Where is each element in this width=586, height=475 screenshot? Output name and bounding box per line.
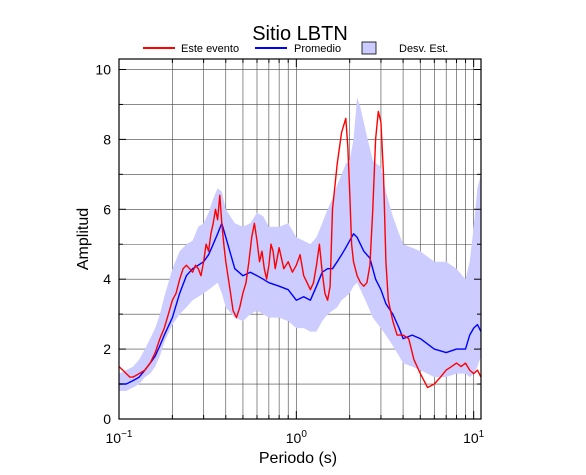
y-tick-label: 8 [103, 131, 111, 147]
x-tick-label: 100 [286, 429, 308, 446]
plot-frame [118, 58, 482, 420]
band-layer [119, 97, 481, 392]
series-layer [118, 110, 482, 389]
legend-label: Desv. Est. [399, 43, 448, 55]
legend-label: Este evento [181, 43, 239, 55]
plot-area [118, 58, 482, 420]
y-axis: 0 2 4 6 8 10 [95, 61, 481, 427]
y-tick-label: 4 [103, 271, 111, 287]
legend-item: Promedio [255, 43, 341, 55]
series-line-este-evento [118, 110, 482, 389]
x-axis-label: Periodo (s) [259, 450, 337, 467]
chart-title: Sitio LBTN [252, 23, 348, 45]
std-dev-band [119, 97, 481, 392]
legend-item: Este evento [143, 43, 239, 55]
legend-swatch-box [361, 41, 377, 55]
y-tick-label: 6 [103, 201, 111, 217]
legend-label: Promedio [294, 43, 341, 55]
x-tick-label: 10−1 [106, 429, 133, 446]
legend-item: Desv. Est. [361, 41, 448, 55]
y-tick-label: 2 [103, 341, 111, 357]
y-axis-label: Amplitud [75, 208, 92, 270]
y-tick-label: 0 [103, 411, 111, 427]
legend: Este evento Promedio Desv. Est. [143, 41, 448, 55]
y-tick-label: 10 [95, 61, 111, 77]
x-tick-label: 101 [463, 429, 485, 446]
